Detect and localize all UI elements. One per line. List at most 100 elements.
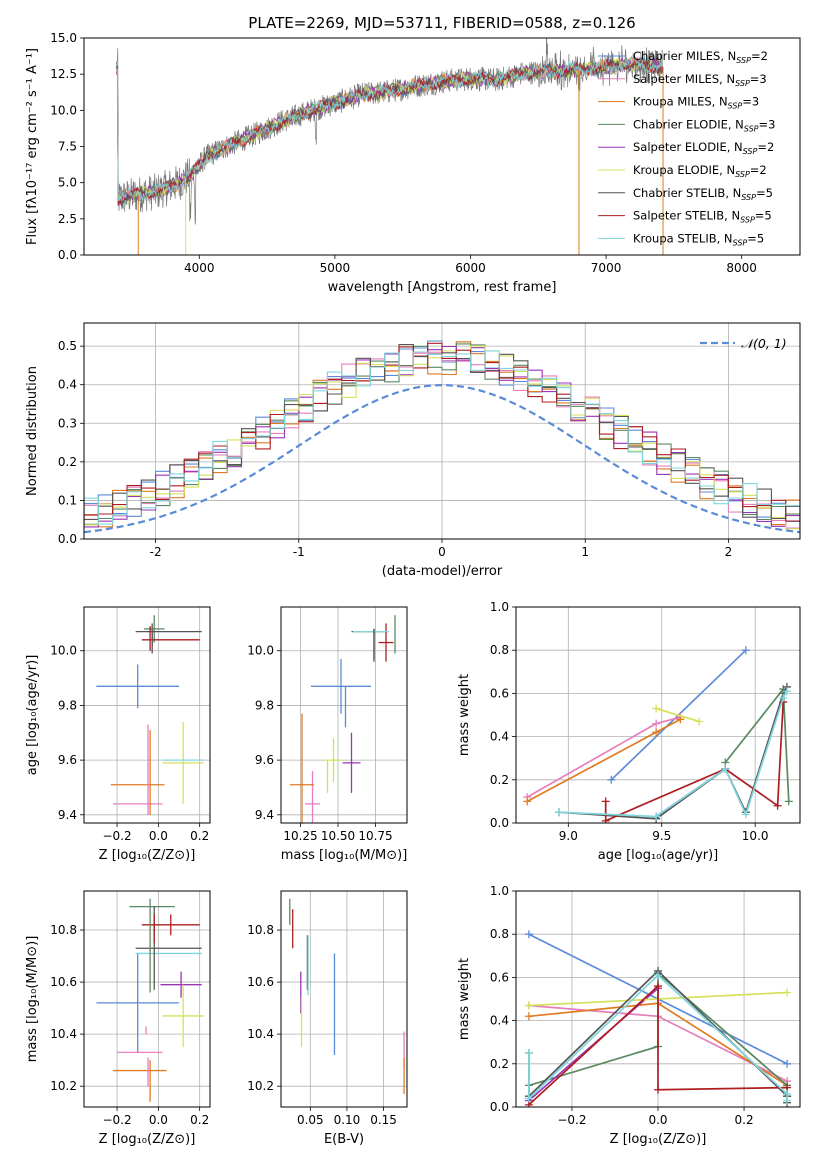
y-tick-label: 0.2 [490, 773, 509, 787]
legend-subscript: SSP [736, 56, 751, 65]
x-tick-label: 0.2 [735, 1113, 754, 1127]
x-tick-label: 0.0 [648, 1113, 667, 1127]
model-spectrum-kroupa_stelib [116, 56, 663, 202]
y-tick-label: 9.8 [255, 698, 274, 712]
y-tick-label: 10.4 [50, 1027, 77, 1041]
marker-salpeter_stelib [601, 797, 610, 806]
x-axis-label: Z [log₁₀(Z/Z⊙)] [99, 848, 196, 863]
chart-title: PLATE=2269, MJD=53711, FIBERID=0588, z=0… [248, 14, 635, 32]
legend-suffix: =5 [755, 209, 772, 223]
y-axis-label: mass weight [457, 958, 472, 1040]
marker-kroupa_stelib [783, 1096, 792, 1105]
points [96, 898, 204, 1102]
legend-suffix: =5 [747, 231, 764, 245]
x-tick-label: -2 [150, 545, 162, 559]
y-tick-label: 0.8 [490, 643, 509, 657]
y-tick-label: 1.0 [490, 884, 509, 898]
y-tick-label: 10.6 [247, 975, 274, 989]
axes-frame [83, 890, 211, 1108]
marker-salpeter_stelib [654, 1085, 662, 1094]
series-line-kroupa_elodie [655, 707, 700, 723]
marker-kroupa_stelib [782, 687, 791, 696]
legend-text: Kroupa ELODIE, N [633, 163, 735, 177]
marker-kroupa_stelib [779, 693, 788, 702]
legend-suffix: =3 [759, 117, 776, 131]
y-tick-label: 2.5 [58, 212, 77, 226]
legend-entry-chabrier_miles: Chabrier MILES, NSSP=2 [633, 49, 768, 65]
axes-frame [515, 890, 801, 1108]
y-axis-label: Normed distribution [25, 366, 40, 496]
y-tick-label: 5.0 [58, 176, 77, 190]
marker-kroupa_elodie [783, 988, 792, 997]
x-tick-label: 9.0 [559, 829, 578, 843]
series [523, 646, 793, 823]
marker-chabrier_miles [524, 930, 533, 939]
legend-suffix: =2 [751, 49, 768, 63]
y-tick-label: 0.0 [490, 816, 509, 830]
y-tick-label: 0.0 [58, 532, 77, 546]
x-axis-label: Z [log₁₀(Z/Z⊙)] [610, 1132, 707, 1147]
legend-subscript: SSP [728, 102, 743, 111]
legend-text: Kroupa STELIB, N [633, 231, 733, 245]
y-tick-label: 10.2 [247, 1079, 274, 1093]
legend-entry-salpeter_stelib: Salpeter STELIB, NSSP=5 [633, 209, 772, 225]
axes-frame [280, 606, 408, 824]
x-axis-label: E(B-V) [324, 1132, 364, 1147]
legend-subscript: SSP [733, 238, 748, 247]
legend-subscript: SSP [740, 216, 755, 225]
model-spectrum-chabrier_stelib [116, 56, 663, 207]
x-tick-label: 2 [725, 545, 733, 559]
x-axis-label: Z [log₁₀(Z/Z⊙)] [99, 1132, 196, 1147]
legend-subscript: SSP [735, 79, 750, 88]
series-line-salpeter_miles [526, 716, 681, 798]
legend-suffix: =3 [750, 72, 767, 86]
x-tick-label: 0.10 [334, 1113, 361, 1127]
x-tick-label: 1 [581, 545, 589, 559]
spectrum-lines [116, 38, 664, 255]
x-tick-label: 0 [438, 545, 446, 559]
y-axis-label: mass [log₁₀(M/M⊙)] [25, 936, 40, 1063]
y-tick-label: 0.6 [490, 970, 509, 984]
legend-text: Chabrier ELODIE, N [633, 117, 744, 131]
legend-text: Chabrier STELIB, N [633, 186, 741, 200]
series-line-salpeter_stelib [528, 984, 788, 1106]
y-tick-label: 0.4 [58, 378, 77, 392]
y-tick-label: 9.8 [58, 698, 77, 712]
y-tick-label: 10.4 [247, 1027, 274, 1041]
histogram-salpeter_elodie [84, 345, 800, 528]
x-tick-label: −0.2 [102, 829, 131, 843]
panel-mass_vs_ebv: 0.05 0.10 0.15 10.2 10.4 10.6 10.8 E(B-V) [247, 890, 408, 1147]
y-tick-label: 0.2 [490, 1057, 509, 1071]
panel-age_vs_Z: −0.2 0.0 0.2 9.4 9.6 9.8 10.0 Z [log₁₀(Z/Z⊙)] ag… [25, 606, 211, 863]
x-tick-label: 10.25 [283, 829, 317, 843]
y-tick-label: 0.6 [490, 686, 509, 700]
points [96, 615, 204, 815]
marker-kroupa_stelib [524, 1049, 533, 1057]
x-tick-label: 5000 [320, 261, 351, 275]
legend-subscript: SSP [735, 170, 750, 179]
y-tick-label: 7.5 [58, 140, 77, 154]
x-tick-label: 0.2 [190, 829, 209, 843]
y-tick-label: 0.3 [58, 416, 77, 430]
y-tick-label: 9.4 [58, 808, 77, 822]
histogram-kroupa_stelib [84, 350, 800, 531]
x-axis-label: wavelength [Angstrom, rest frame] [328, 280, 557, 295]
legend-subscript: SSP [743, 147, 758, 156]
points [290, 615, 396, 823]
model-spectrum-kroupa_miles [116, 55, 663, 204]
legend-text: Salpeter MILES, N [633, 72, 735, 86]
marker-chabrier_miles [783, 1059, 792, 1068]
y-tick-label: 0.1 [58, 493, 77, 507]
panel-residuals: -2 -1 0 1 2 0.0 0.1 0.2 0.3 0.4 0.5 (data-model)/er… [25, 322, 801, 579]
legend-entry-kroupa_elodie: Kroupa ELODIE, NSSP=2 [633, 163, 767, 179]
panel-age_vs_mass: 10.25 10.50 10.75 9.4 9.6 9.8 10.0 mass [log₁₀(… [247, 606, 408, 863]
marker-kroupa_stelib [554, 808, 563, 817]
x-axis-label: mass [log₁₀(M/M⊙)] [281, 848, 408, 863]
marker-kroupa_elodie [695, 717, 704, 726]
legend-subscript: SSP [741, 193, 756, 202]
marker-chabrier_miles [607, 775, 616, 784]
y-tick-label: 0.4 [490, 730, 509, 744]
y-tick-label: 0.0 [58, 248, 77, 262]
